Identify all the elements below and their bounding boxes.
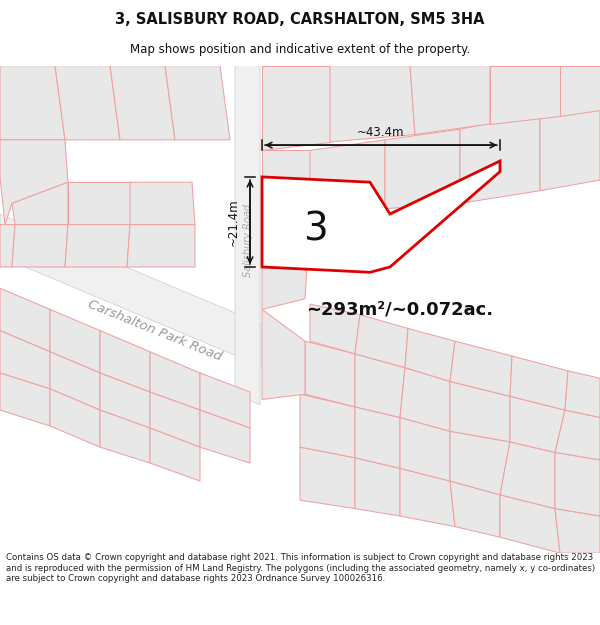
Polygon shape bbox=[540, 102, 600, 191]
Polygon shape bbox=[235, 66, 260, 405]
Polygon shape bbox=[400, 368, 450, 431]
Polygon shape bbox=[560, 66, 600, 116]
Polygon shape bbox=[355, 458, 400, 516]
Polygon shape bbox=[0, 288, 50, 352]
Polygon shape bbox=[12, 224, 68, 267]
Polygon shape bbox=[130, 182, 195, 224]
Polygon shape bbox=[0, 214, 340, 399]
Text: Salisbury Road: Salisbury Road bbox=[243, 204, 253, 277]
Polygon shape bbox=[0, 140, 68, 224]
Polygon shape bbox=[355, 354, 405, 418]
Polygon shape bbox=[100, 373, 150, 428]
Polygon shape bbox=[150, 428, 200, 481]
Text: 3, SALISBURY ROAD, CARSHALTON, SM5 3HA: 3, SALISBURY ROAD, CARSHALTON, SM5 3HA bbox=[115, 12, 485, 27]
Polygon shape bbox=[262, 309, 305, 399]
Polygon shape bbox=[555, 509, 600, 553]
Polygon shape bbox=[300, 447, 355, 509]
Polygon shape bbox=[565, 371, 600, 418]
Text: 3: 3 bbox=[302, 211, 328, 249]
Polygon shape bbox=[410, 66, 490, 134]
Polygon shape bbox=[500, 442, 555, 509]
Polygon shape bbox=[100, 410, 150, 463]
Polygon shape bbox=[0, 373, 50, 426]
Text: ~43.4m: ~43.4m bbox=[357, 126, 405, 139]
Polygon shape bbox=[460, 113, 540, 203]
Polygon shape bbox=[55, 66, 120, 140]
Polygon shape bbox=[555, 410, 600, 460]
Polygon shape bbox=[0, 66, 65, 140]
Polygon shape bbox=[110, 66, 175, 140]
Polygon shape bbox=[355, 407, 400, 468]
Polygon shape bbox=[305, 341, 355, 407]
Polygon shape bbox=[50, 309, 100, 373]
Polygon shape bbox=[500, 495, 560, 553]
Polygon shape bbox=[200, 373, 250, 428]
Polygon shape bbox=[355, 314, 408, 368]
Polygon shape bbox=[405, 329, 455, 381]
Polygon shape bbox=[262, 214, 310, 309]
Text: ~293m²/~0.072ac.: ~293m²/~0.072ac. bbox=[307, 301, 494, 318]
Polygon shape bbox=[450, 381, 510, 442]
Polygon shape bbox=[262, 66, 330, 151]
Polygon shape bbox=[68, 182, 130, 224]
Polygon shape bbox=[50, 352, 100, 410]
Polygon shape bbox=[490, 66, 560, 124]
Polygon shape bbox=[200, 410, 250, 463]
Polygon shape bbox=[150, 352, 200, 410]
Polygon shape bbox=[0, 224, 15, 267]
Text: ~21.4m: ~21.4m bbox=[227, 198, 240, 246]
Polygon shape bbox=[450, 481, 500, 538]
Polygon shape bbox=[330, 66, 415, 142]
Text: Carshalton Park Road: Carshalton Park Road bbox=[86, 298, 224, 363]
Polygon shape bbox=[510, 356, 568, 410]
Polygon shape bbox=[450, 341, 512, 396]
Polygon shape bbox=[262, 161, 500, 272]
Polygon shape bbox=[262, 151, 310, 214]
Polygon shape bbox=[385, 129, 460, 209]
Polygon shape bbox=[50, 389, 100, 447]
Polygon shape bbox=[300, 394, 355, 458]
Polygon shape bbox=[310, 304, 360, 354]
Polygon shape bbox=[12, 182, 68, 224]
Text: Map shows position and indicative extent of the property.: Map shows position and indicative extent… bbox=[130, 42, 470, 56]
Polygon shape bbox=[165, 66, 230, 140]
Polygon shape bbox=[310, 140, 385, 214]
Polygon shape bbox=[510, 396, 565, 452]
Polygon shape bbox=[100, 331, 150, 392]
Polygon shape bbox=[127, 224, 195, 267]
Polygon shape bbox=[65, 224, 130, 267]
Polygon shape bbox=[400, 418, 450, 481]
Polygon shape bbox=[450, 431, 510, 495]
Polygon shape bbox=[150, 392, 200, 447]
Polygon shape bbox=[555, 452, 600, 516]
Polygon shape bbox=[400, 468, 455, 527]
Text: Contains OS data © Crown copyright and database right 2021. This information is : Contains OS data © Crown copyright and d… bbox=[6, 553, 595, 583]
Polygon shape bbox=[0, 331, 50, 389]
